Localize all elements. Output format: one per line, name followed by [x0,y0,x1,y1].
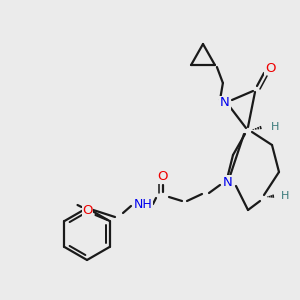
Text: H: H [271,122,279,132]
Text: O: O [157,170,167,184]
Text: O: O [265,61,275,74]
Text: N: N [223,176,233,188]
Text: N: N [220,97,230,110]
Text: O: O [82,205,93,218]
Text: H: H [281,191,289,201]
Text: NH: NH [134,197,152,211]
